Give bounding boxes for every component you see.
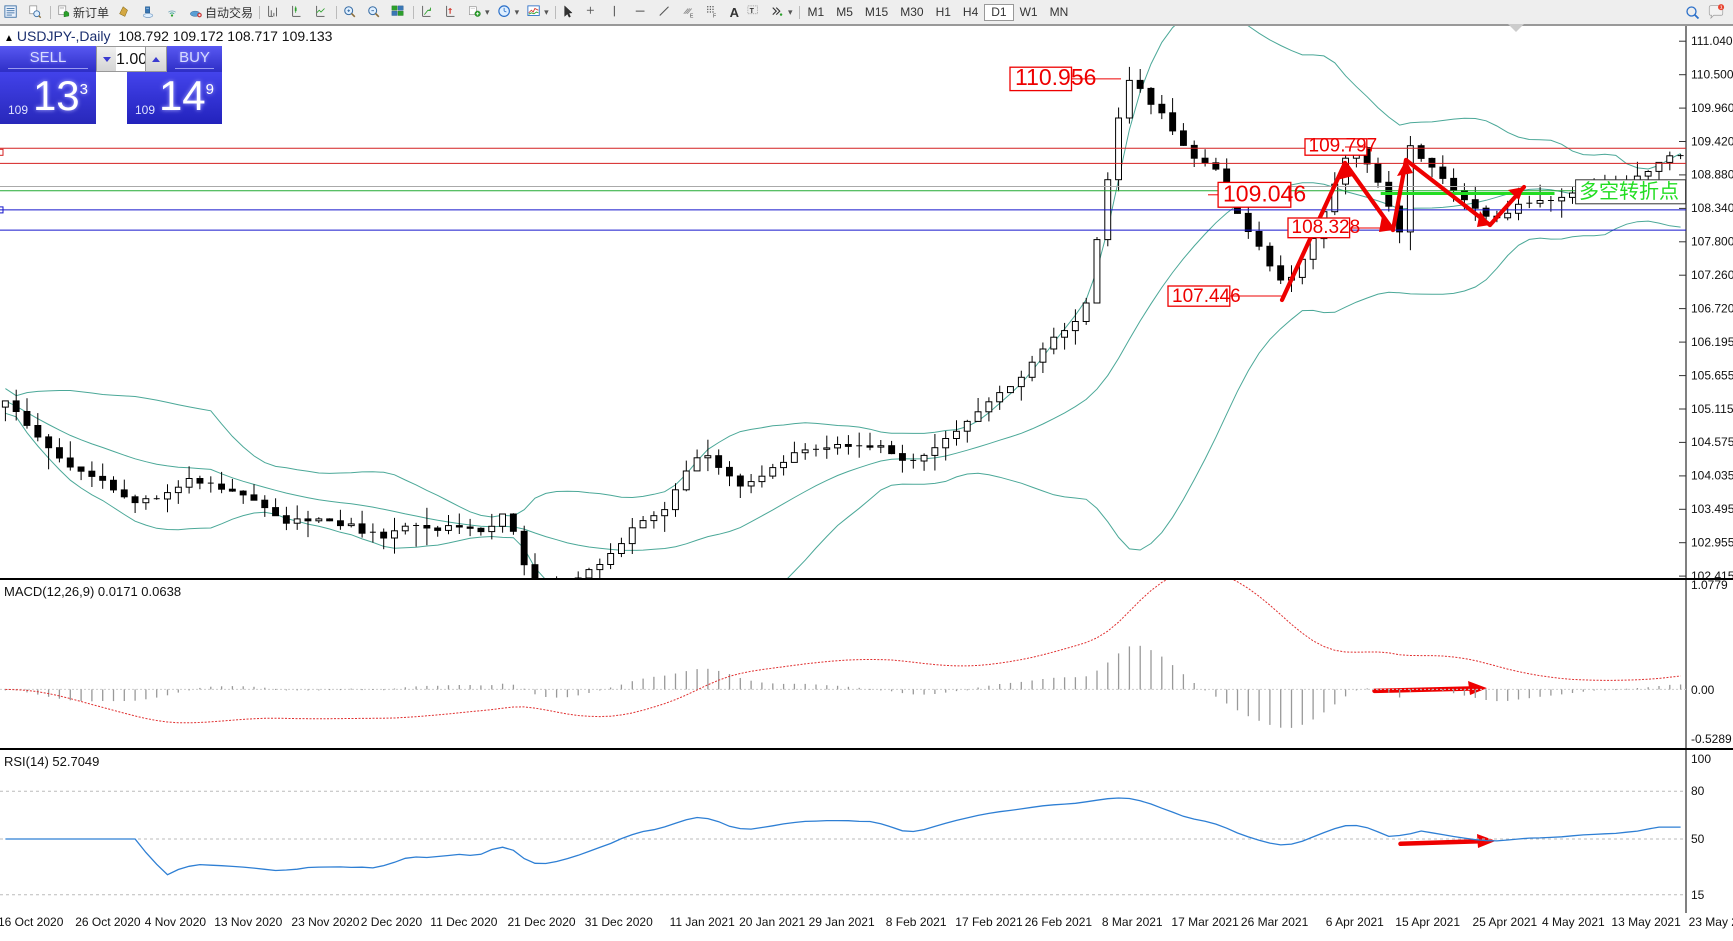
svg-text:109.797: 109.797 xyxy=(1309,136,1378,157)
svg-text:109.046: 109.046 xyxy=(1223,181,1306,207)
svg-text:108.340: 108.340 xyxy=(1691,201,1733,215)
svg-text:100: 100 xyxy=(1691,752,1711,766)
svg-text:50: 50 xyxy=(1691,832,1705,846)
svg-text:102.955: 102.955 xyxy=(1691,536,1733,550)
svg-text:105.655: 105.655 xyxy=(1691,368,1733,382)
svg-text:109.420: 109.420 xyxy=(1691,134,1733,148)
svg-text:104.575: 104.575 xyxy=(1691,435,1733,449)
svg-text:108.880: 108.880 xyxy=(1691,168,1733,182)
svg-text:F: F xyxy=(713,13,716,19)
svg-text:15: 15 xyxy=(1691,888,1705,902)
svg-text:105.115: 105.115 xyxy=(1691,402,1733,416)
svg-text:107.800: 107.800 xyxy=(1691,235,1733,249)
svg-text:103.495: 103.495 xyxy=(1691,502,1733,516)
svg-text:80: 80 xyxy=(1691,784,1705,798)
svg-text:109.960: 109.960 xyxy=(1691,101,1733,115)
svg-text:110.956: 110.956 xyxy=(1015,64,1096,90)
svg-text:多空转折点: 多空转折点 xyxy=(1579,180,1679,203)
svg-text:107.260: 107.260 xyxy=(1691,268,1733,282)
svg-text:108.328: 108.328 xyxy=(1292,217,1361,238)
svg-text:106.720: 106.720 xyxy=(1691,301,1733,315)
svg-text:1.0779: 1.0779 xyxy=(1691,580,1728,592)
svg-text:102.415: 102.415 xyxy=(1691,569,1733,578)
svg-text:-0.5289: -0.5289 xyxy=(1691,732,1732,746)
svg-text:T: T xyxy=(750,8,755,15)
svg-text:111.040: 111.040 xyxy=(1691,34,1733,48)
svg-text:0.00: 0.00 xyxy=(1691,683,1715,697)
svg-text:104.035: 104.035 xyxy=(1691,469,1733,483)
svg-text:E: E xyxy=(690,13,694,19)
svg-text:110.500: 110.500 xyxy=(1691,68,1733,82)
svg-text:106.195: 106.195 xyxy=(1691,335,1733,349)
svg-text:107.446: 107.446 xyxy=(1172,286,1241,307)
